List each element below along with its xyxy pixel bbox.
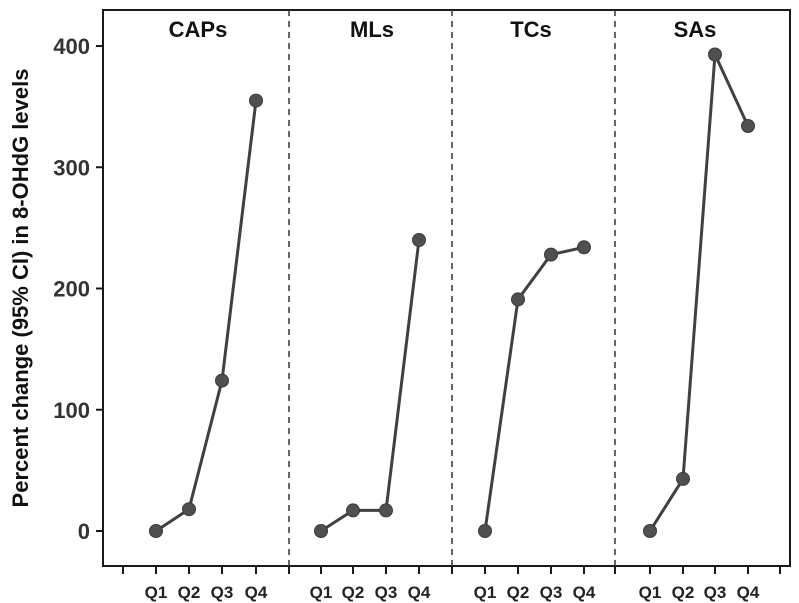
data-point-caps-q3 [215,373,229,388]
data-point-sas-q2 [676,471,690,486]
panel-title-caps: CAPs [169,17,228,42]
y-tick-label-0: 0 [78,519,90,544]
y-tick-label-100: 100 [53,398,90,423]
panel-title-mls: MLs [350,17,394,42]
x-tick-label-mls-q3: Q3 [375,583,398,602]
data-point-tcs-q2 [511,292,525,307]
data-point-tcs-q1 [478,524,492,538]
x-tick-label-mls-q2: Q2 [342,583,365,602]
x-tick-label-caps-q1: Q1 [145,583,168,602]
data-point-caps-q4 [249,93,263,108]
x-tick-label-sas-q3: Q3 [704,583,727,602]
x-tick-label-tcs-q3: Q3 [540,583,563,602]
x-tick-label-tcs-q1: Q1 [474,583,497,602]
series-line-tcs [483,245,585,532]
data-point-tcs-q4 [577,240,591,255]
x-tick-label-caps-q2: Q2 [178,583,201,602]
data-point-mls-q3 [379,503,393,518]
data-point-caps-q1 [149,524,163,538]
data-point-caps-q2 [182,502,196,517]
x-tick-label-mls-q1: Q1 [310,583,333,602]
panel-title-sas: SAs [674,17,717,42]
x-tick-label-mls-q4: Q4 [408,583,431,602]
series-line-sas [648,53,750,532]
y-tick-label-300: 300 [53,155,90,180]
x-tick-label-tcs-q4: Q4 [573,583,596,602]
series-line-caps [155,100,258,533]
data-point-mls-q1 [314,524,328,538]
data-point-mls-q4 [412,233,426,247]
series-line-mls [320,239,421,533]
x-tick-label-tcs-q2: Q2 [507,583,530,602]
y-tick-label-400: 400 [53,34,90,59]
y-tick-label-200: 200 [53,277,90,302]
panel-title-tcs: TCs [510,17,552,42]
y-axis-title: Percent change (95% CI) in 8-OHdG levels [8,69,33,508]
data-point-mls-q2 [346,503,360,518]
data-point-tcs-q3 [544,247,558,262]
x-tick-label-sas-q1: Q1 [639,583,662,602]
x-tick-label-caps-q4: Q4 [245,583,268,602]
data-point-sas-q1 [643,524,657,538]
data-point-sas-q3 [708,47,722,62]
x-tick-label-caps-q3: Q3 [211,583,234,602]
x-tick-label-sas-q2: Q2 [672,583,695,602]
data-point-sas-q4 [741,119,755,133]
x-tick-label-sas-q4: Q4 [737,583,760,602]
